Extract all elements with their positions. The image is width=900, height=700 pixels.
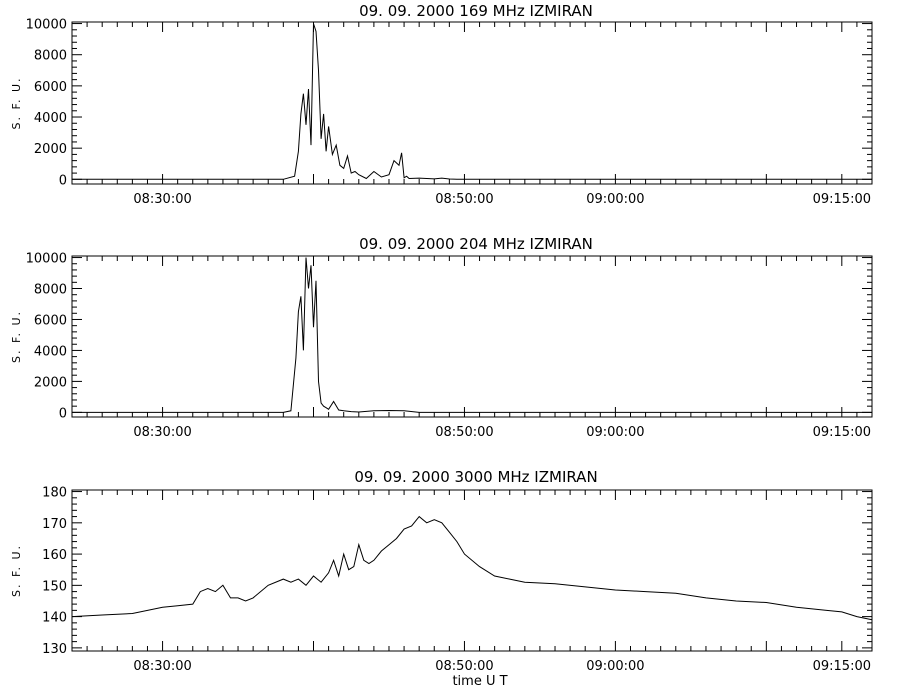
y-tick-label: 180	[42, 486, 67, 501]
chart-panel-3: 09. 09. 2000 3000 MHz IZMIRAN S. F. U. 130…	[10, 468, 873, 689]
y-axis-label: S. F. U.	[10, 76, 23, 129]
y-tick-label: 10000	[26, 252, 67, 267]
x-tick-label: 08:30:00	[133, 659, 191, 674]
y-tick-label: 130	[42, 642, 67, 657]
y-tick-label: 0	[59, 406, 67, 421]
chart-title: 09. 09. 2000 3000 MHz IZMIRAN	[354, 468, 597, 486]
flux-series-line-1	[72, 23, 872, 180]
x-tick-label: 08:50:00	[435, 192, 493, 207]
y-tick-label: 8000	[34, 49, 67, 64]
y-axis-label: S. F. U.	[10, 544, 23, 597]
chart-panel-1: 09. 09. 2000 169 MHz IZMIRAN S. F. U. 0 200…	[10, 2, 873, 207]
y-tick-label: 6000	[34, 80, 67, 95]
x-tick-label: 09:15:00	[813, 659, 871, 674]
x-tick-label: 08:50:00	[435, 659, 493, 674]
x-tick-label: 09:00:00	[586, 425, 644, 440]
y-tick-label: 0	[59, 173, 67, 188]
y-tick-label: 160	[42, 548, 67, 563]
y-tick-label: 140	[42, 611, 67, 626]
chart-title: 09. 09. 2000 204 MHz IZMIRAN	[359, 235, 593, 253]
plot-frame	[71, 255, 873, 418]
x-tick-label: 08:30:00	[133, 192, 191, 207]
y-axis-label: S. F. U.	[10, 310, 23, 363]
chart-title: 09. 09. 2000 169 MHz IZMIRAN	[359, 2, 593, 20]
y-tick-label: 170	[42, 517, 67, 532]
y-tick-label: 150	[42, 579, 67, 594]
plot-frame	[71, 21, 873, 185]
x-tick-label: 08:30:00	[133, 425, 191, 440]
x-tick-label: 09:00:00	[586, 192, 644, 207]
x-axis-label: time U T	[452, 674, 507, 689]
x-tick-label: 08:50:00	[435, 425, 493, 440]
y-tick-label: 6000	[34, 313, 67, 328]
y-tick-label: 8000	[34, 283, 67, 298]
y-tick-label: 2000	[34, 375, 67, 390]
y-tick-label: 4000	[34, 111, 67, 126]
x-tick-label: 09:15:00	[813, 192, 871, 207]
y-tick-label: 10000	[26, 18, 67, 33]
x-tick-label: 09:15:00	[813, 425, 871, 440]
flux-series-line-2	[72, 257, 872, 413]
flux-series-line-3	[71, 515, 873, 621]
chart-panel-2: 09. 09. 2000 204 MHz IZMIRAN S. F. U. 0 200…	[10, 235, 873, 440]
y-tick-label: 2000	[34, 142, 67, 157]
y-tick-label: 4000	[34, 344, 67, 359]
plot-frame	[71, 489, 873, 652]
x-tick-label: 09:00:00	[586, 659, 644, 674]
